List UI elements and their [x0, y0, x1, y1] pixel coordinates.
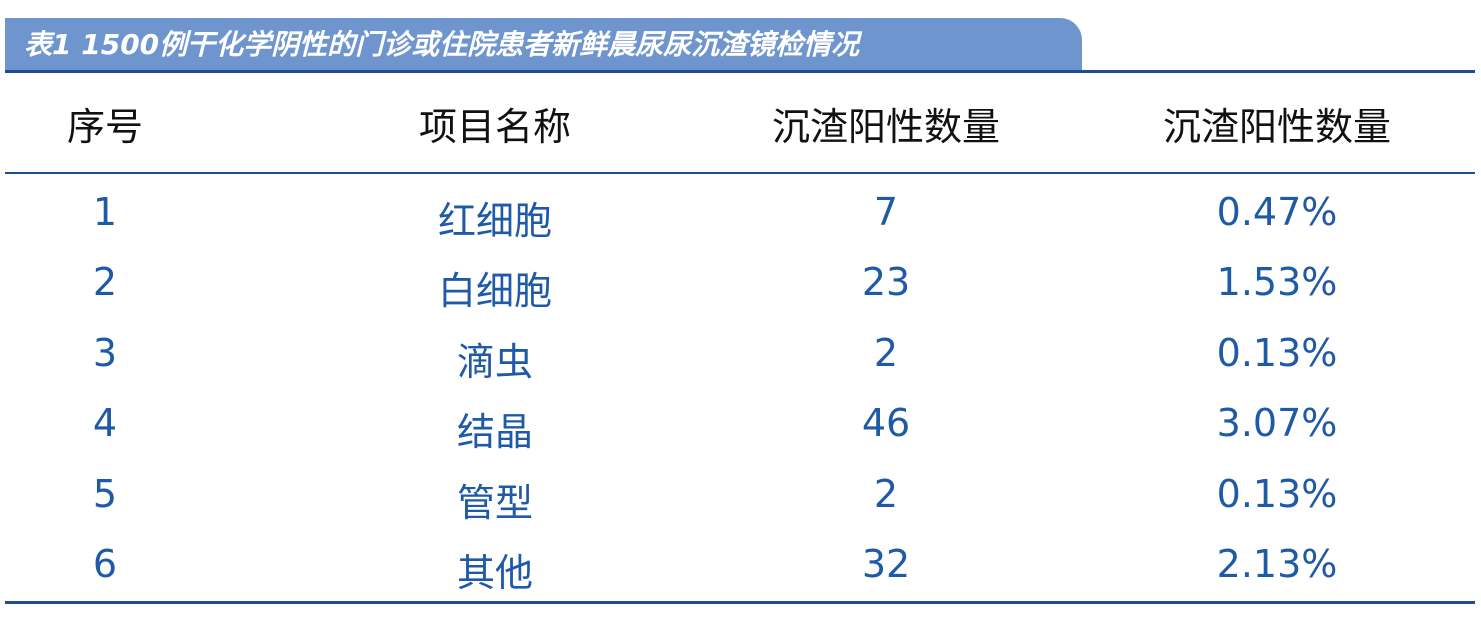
table-cell: 2: [92, 260, 118, 305]
header-cell: 项目名称: [418, 105, 571, 149]
table-cell: 23: [861, 260, 911, 305]
table-cell: 1.53%: [1216, 260, 1338, 305]
table-cell: 管型: [456, 480, 533, 525]
table-cell: 白细胞: [437, 269, 552, 314]
title-tab: [5, 18, 1082, 72]
table-cell: 1: [92, 190, 118, 234]
table-title: 表1 1500例干化学阴性的门诊或住院患者新鲜晨尿尿沉渣镜检情况: [24, 28, 860, 61]
table-cell: 2.13%: [1216, 542, 1338, 586]
table-cell: 7: [873, 190, 899, 234]
table-cell: 2: [873, 330, 899, 375]
table-cell: 0.13%: [1216, 471, 1338, 516]
table-cell: 3.07%: [1216, 401, 1338, 446]
table-cell: 3: [92, 330, 118, 375]
top-rule: [5, 70, 1475, 73]
table-cell: 结晶: [456, 410, 533, 455]
bottom-rule: [5, 601, 1475, 604]
table-cell: 4: [92, 401, 118, 446]
table-cell: 滴虫: [456, 339, 533, 384]
table-cell: 32: [861, 542, 911, 586]
table-cell: 0.47%: [1216, 190, 1338, 234]
table-cell: 红细胞: [437, 199, 552, 243]
table-cell: 6: [92, 542, 118, 586]
table-cell: 5: [92, 471, 118, 516]
table-cell: 0.13%: [1216, 330, 1338, 375]
header-cell: 序号: [66, 105, 143, 149]
table-cell: 2: [873, 471, 899, 516]
header-cell: 沉渣阳性数量: [1162, 105, 1391, 149]
table-cell: 其他: [456, 551, 533, 595]
header-cell: 沉渣阳性数量: [771, 105, 1000, 149]
header-rule: [5, 172, 1475, 174]
table-cell: 46: [861, 401, 911, 446]
